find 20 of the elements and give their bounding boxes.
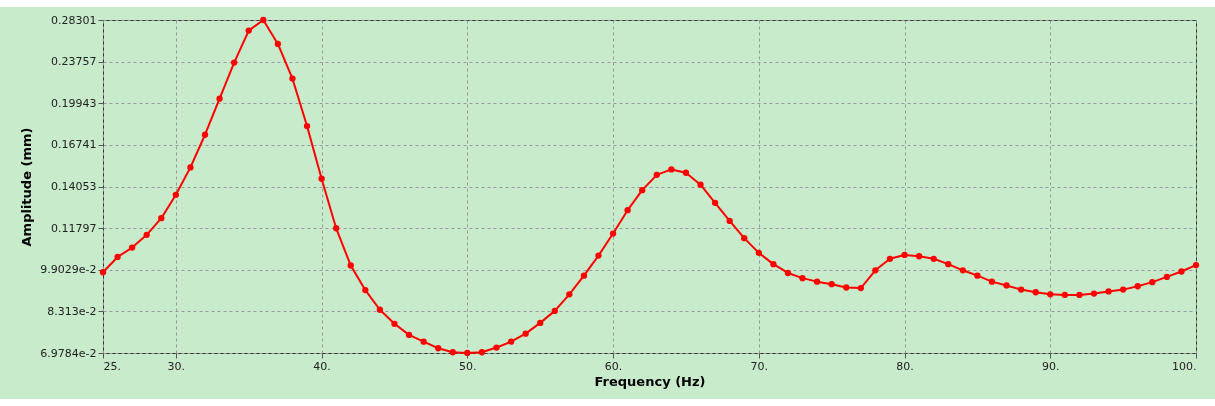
y-tick-label: 0.28301 (51, 13, 97, 27)
y-tick-label: 0.16741 (51, 138, 97, 152)
x-tick-label: 80. (896, 359, 914, 373)
y-tick-label: 0.11797 (51, 221, 97, 235)
y-tick-label: 0.23757 (51, 55, 97, 69)
y-tick-label: 6.9784e-2 (40, 346, 97, 360)
x-tick-label: 50. (459, 359, 477, 373)
x-tick-label: 60. (604, 359, 623, 373)
x-tick-label: 30. (167, 359, 186, 373)
y-tick-label: 0.19943 (51, 96, 97, 110)
y-tick-label: 0.14053 (51, 180, 97, 194)
x-tick-label: 100. (1172, 359, 1197, 373)
x-axis-title: Frequency (Hz) (594, 373, 706, 389)
x-tick-label: 40. (313, 359, 331, 373)
y-axis-title: Amplitude (mm) (19, 127, 35, 247)
x-tick-label: 90. (1042, 359, 1060, 373)
y-tick-label: 8.313e-2 (47, 304, 97, 318)
x-tick-label: 70. (750, 359, 769, 373)
x-tick-label: 25. (103, 359, 121, 373)
y-tick-label: 9.9029e-2 (40, 263, 97, 277)
